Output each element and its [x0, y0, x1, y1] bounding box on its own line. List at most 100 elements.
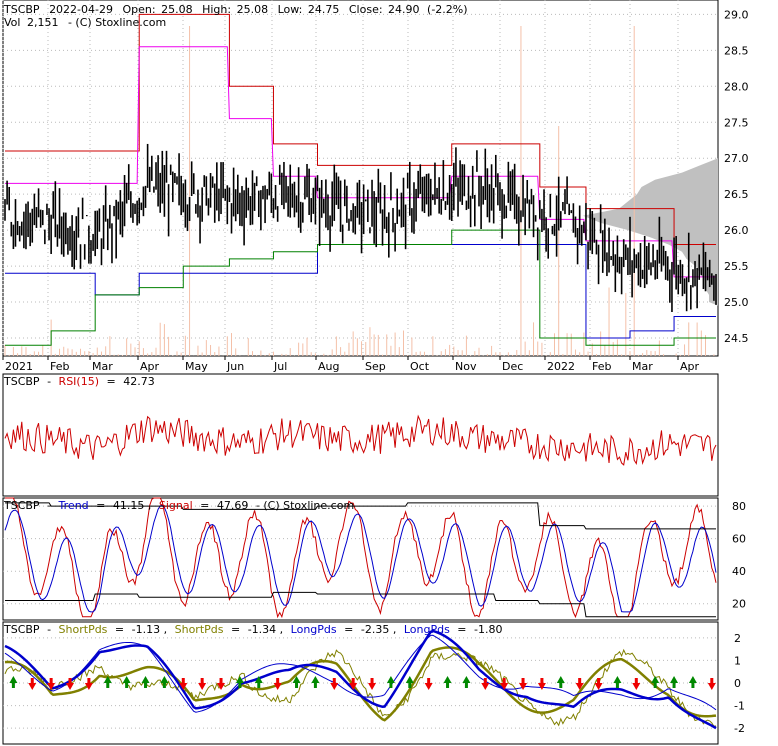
sell-arrow-icon — [217, 678, 226, 690]
sell-arrow-icon — [330, 678, 339, 690]
sell-arrow-icon — [368, 678, 377, 690]
longpds2-label: LongPds — [404, 623, 450, 636]
volume-profile — [583, 158, 718, 306]
price-x-tick: Feb — [50, 360, 69, 373]
shortpds2-label: ShortPds — [175, 623, 224, 636]
price-y-tick: 24.5 — [724, 332, 749, 345]
chart-series — [4, 13, 717, 730]
buy-arrow-icon — [160, 676, 169, 688]
price-x-tick: Apr — [680, 360, 700, 373]
price-y-tick: 26.0 — [724, 224, 749, 237]
price-y-tick: 26.5 — [724, 188, 749, 201]
pds-y-tick: 1 — [734, 654, 741, 667]
open-value: 25.08 — [161, 3, 193, 16]
stoch-y-tick: 20 — [732, 598, 746, 611]
buy-arrow-icon — [141, 676, 150, 688]
stoch-header: TSCBP - Trend = 41.15 , Signal = 47.69 -… — [3, 499, 354, 512]
vol-label: Vol — [4, 16, 20, 29]
price-y-tick: 29.0 — [724, 8, 749, 21]
pds-y-tick: 0 — [734, 677, 741, 690]
buy-arrow-icon — [103, 676, 112, 688]
sell-arrow-icon — [273, 678, 282, 690]
trend-label: Trend — [58, 499, 89, 512]
buy-arrow-icon — [122, 676, 131, 688]
buy-arrow-icon — [443, 676, 452, 688]
price-y-tick: 28.5 — [724, 44, 749, 57]
price-y-tick: 28.0 — [724, 80, 749, 93]
sell-arrow-icon — [349, 678, 358, 690]
stoch-upper-channel — [5, 502, 716, 530]
high-value: 25.08 — [237, 3, 269, 16]
signal-label: Signal — [159, 499, 193, 512]
shortpds1-value: -1.13 — [132, 623, 160, 636]
buy-arrow-icon — [556, 676, 565, 688]
panel-frame-2 — [2, 373, 719, 497]
rsi-value: 42.73 — [123, 375, 155, 388]
buy-arrow-icon — [613, 676, 622, 688]
longpds2-value: -1.80 — [474, 623, 502, 636]
sell-arrow-icon — [179, 678, 188, 690]
sell-arrow-icon — [47, 678, 56, 690]
rsi-line — [4, 414, 717, 466]
stoch-y-tick: 60 — [732, 533, 746, 546]
stoch-copyright: - (C) Stoxline.com — [256, 499, 354, 512]
volume-bars — [4, 26, 715, 356]
sell-arrow-icon — [575, 678, 584, 690]
sell-arrow-icon — [198, 678, 207, 690]
buy-arrow-icon — [670, 676, 679, 688]
pds-y-tick: -2 — [734, 722, 745, 735]
stoch-y-tick: 80 — [732, 500, 746, 513]
price-x-tick: Mar — [92, 360, 113, 373]
sell-arrow-icon — [537, 678, 546, 690]
sell-arrow-icon — [500, 678, 509, 690]
rsi-symbol: TSCBP — [3, 375, 40, 388]
pds-y-tick: 2 — [734, 632, 741, 645]
buy-arrow-icon — [688, 676, 697, 688]
shortpds1-label: ShortPds — [59, 623, 108, 636]
sell-arrow-icon — [424, 678, 433, 690]
date-label: 2022-04-29 — [49, 3, 113, 16]
price-x-tick: Nov — [455, 360, 477, 373]
price-x-tick: Dec — [502, 360, 523, 373]
longpds1-label: LongPds — [291, 623, 337, 636]
copyright-label: - (C) Stoxline.com — [68, 16, 166, 29]
magenta-envelope-line — [5, 46, 716, 278]
price-x-tick: Aug — [318, 360, 339, 373]
price-x-tick: Sep — [365, 360, 386, 373]
open-label: Open: — [123, 3, 156, 16]
price-x-tick: May — [185, 360, 208, 373]
panel-frame-1 — [2, 0, 719, 357]
sell-arrow-icon — [481, 678, 490, 690]
sell-arrow-icon — [28, 678, 37, 690]
sell-arrow-icon — [594, 678, 603, 690]
stoch-lower-channel — [5, 591, 716, 618]
trend-value: 41.15 — [113, 499, 145, 512]
trend-line — [4, 504, 717, 613]
buy-arrow-icon — [462, 676, 471, 688]
grid-lines — [2, 0, 718, 729]
price-y-tick: 25.5 — [724, 260, 749, 273]
pds-header: TSCBP - ShortPds = -1.13 , ShortPds = -1… — [3, 623, 502, 636]
low-label: Low: — [278, 3, 303, 16]
rsi-label: RSI(15) — [59, 375, 99, 388]
signal-line — [5, 497, 717, 619]
price-x-tick: 2021 — [5, 360, 33, 373]
rsi-header: TSCBP - RSI(15) = 42.73 — [3, 375, 155, 388]
buy-arrow-icon — [235, 676, 244, 688]
sell-arrow-icon — [66, 678, 75, 690]
close-value: 24.90 — [388, 3, 420, 16]
axis-ticks: 29.0 28.5 28.0 27.5 27.0 26.5 26.0 25.5 25.0 24.5… — [2, 8, 749, 735]
longpds-line-2 — [4, 634, 717, 713]
sell-arrow-icon — [84, 678, 93, 690]
stoch-y-tick: 40 — [732, 565, 746, 578]
volume-profile-shape — [583, 158, 718, 306]
price-header: TSCBP 2022-04-29 Open: 25.08 High: 25.08… — [3, 3, 468, 16]
buy-arrow-icon — [254, 676, 263, 688]
low-value: 24.75 — [308, 3, 340, 16]
price-y-tick: 27.0 — [724, 152, 749, 165]
price-y-tick: 27.5 — [724, 116, 749, 129]
signal-arrows — [9, 676, 716, 690]
close-label: Close: — [349, 3, 383, 16]
price-x-tick: Apr — [140, 360, 160, 373]
